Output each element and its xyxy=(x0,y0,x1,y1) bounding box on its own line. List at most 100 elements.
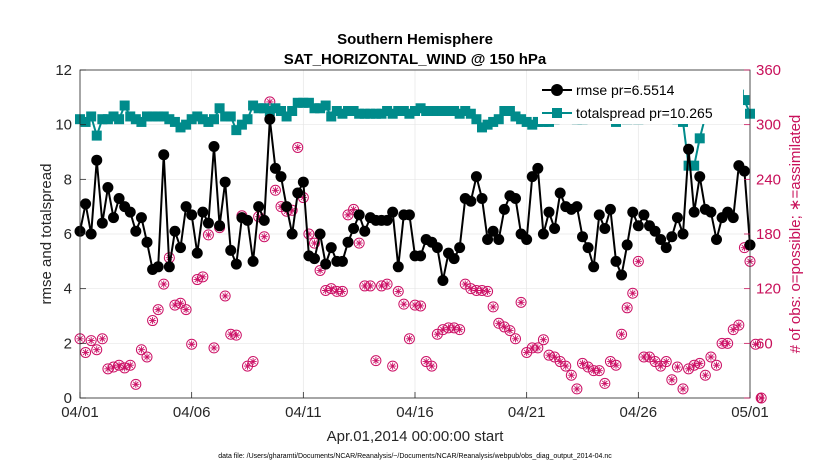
footnote: data file: /Users/gharamti/Documents/NCA… xyxy=(218,453,612,460)
assimilated-point-97 xyxy=(617,330,626,338)
assimilated-point-32 xyxy=(255,213,263,221)
assimilated-point-12 xyxy=(143,353,151,361)
assimilated-point-44 xyxy=(322,286,330,295)
assimilated-point-31 xyxy=(249,357,257,366)
rmse-point-45 xyxy=(325,242,337,254)
totalspread-point-15 xyxy=(158,111,169,122)
assimilated-point-87 xyxy=(562,362,570,370)
rmse-point-114 xyxy=(711,233,722,245)
possible-point-68 xyxy=(454,324,466,336)
possible-point-111 xyxy=(694,357,706,369)
possible-point-65 xyxy=(437,324,449,336)
totalspread-point-50 xyxy=(354,108,365,119)
totalspread-point-1 xyxy=(80,116,91,127)
assimilated-point-24 xyxy=(210,344,218,352)
totalspread-point-110 xyxy=(689,160,700,171)
y-tick-label-left-1: 2 xyxy=(64,335,72,352)
assimilated-point-42 xyxy=(310,239,319,247)
rmse-point-97 xyxy=(616,269,628,281)
assimilated-point-20 xyxy=(188,340,196,348)
possible-point-11 xyxy=(135,344,147,356)
rmse-point-20 xyxy=(186,209,198,221)
totalspread-point-44 xyxy=(320,100,331,111)
possible-point-54 xyxy=(376,280,387,292)
y-tick-label-left-4: 8 xyxy=(64,171,72,188)
series-assimilated xyxy=(76,98,765,402)
rmse-point-26 xyxy=(219,176,231,188)
totalspread-point-74 xyxy=(488,116,499,127)
assimilated-point-121 xyxy=(751,340,760,348)
rmse-point-7 xyxy=(113,192,125,204)
assimilated-point-63 xyxy=(428,362,436,370)
assimilated-point-108 xyxy=(679,385,687,393)
rmse-point-3 xyxy=(91,154,103,166)
assimilated-point-62 xyxy=(422,357,430,366)
totalspread-point-79 xyxy=(516,114,527,125)
assimilated-point-73 xyxy=(483,287,492,295)
rmse-point-19 xyxy=(180,201,192,213)
assimilated-point-83 xyxy=(539,336,548,344)
possible-point-78 xyxy=(510,333,521,345)
rmse-point-74 xyxy=(487,225,499,237)
rmse-point-37 xyxy=(281,201,293,213)
assimilated-point-34 xyxy=(266,98,274,106)
rmse-point-56 xyxy=(387,206,399,218)
assimilated-point-28 xyxy=(232,331,240,339)
y-tick-label-left-5: 10 xyxy=(55,117,72,134)
assimilated-point-104 xyxy=(657,362,665,370)
assimilated-point-76 xyxy=(500,323,508,331)
assimilated-point-78 xyxy=(511,335,520,343)
totalspread-point-57 xyxy=(393,106,404,116)
possible-point-113 xyxy=(705,351,717,363)
assimilated-point-66 xyxy=(444,324,453,332)
assimilated-point-70 xyxy=(467,285,475,293)
possible-point-19 xyxy=(180,304,192,316)
rmse-point-85 xyxy=(549,223,561,235)
assimilated-point-9 xyxy=(126,361,134,369)
totalspread-point-69 xyxy=(460,106,471,116)
series-rmse xyxy=(74,113,756,286)
totalspread-point-31 xyxy=(248,100,259,111)
rmse-point-21 xyxy=(191,247,203,259)
possible-point-99 xyxy=(627,287,639,299)
rmse-point-64 xyxy=(431,242,443,254)
assimilated-point-68 xyxy=(456,326,464,334)
y-tick-label-left-6: 12 xyxy=(55,62,72,79)
totalspread-point-22 xyxy=(197,114,208,125)
possible-point-122 xyxy=(755,392,767,404)
rmse-point-5 xyxy=(102,182,114,194)
rmse-point-81 xyxy=(526,171,538,183)
possible-point-18 xyxy=(175,297,186,309)
possible-point-87 xyxy=(560,360,572,372)
totalspread-point-55 xyxy=(382,106,393,116)
x-axis-label: Apr.01,2014 00:00:00 start xyxy=(327,428,505,445)
possible-point-96 xyxy=(610,359,622,371)
assimilated-point-43 xyxy=(316,266,324,275)
assimilated-point-49 xyxy=(349,205,358,213)
assimilated-point-77 xyxy=(506,326,514,335)
assimilated-point-102 xyxy=(645,353,654,361)
assimilated-point-101 xyxy=(640,353,648,361)
totalspread-point-64 xyxy=(432,106,443,116)
assimilated-point-21 xyxy=(193,275,201,284)
rmse-point-9 xyxy=(124,206,136,218)
y-tick-label-right-0: 0 xyxy=(756,390,764,407)
rmse-point-90 xyxy=(577,231,588,243)
legend: rmse pr=6.5514 totalspread pr=10.265 xyxy=(538,80,743,124)
possible-point-13 xyxy=(147,315,159,327)
totalspread-point-65 xyxy=(437,106,448,116)
possible-point-118 xyxy=(733,319,745,331)
y-axis-label-left: rmse and totalspread xyxy=(38,164,55,305)
x-tick-label-1: 04/06 xyxy=(173,404,211,421)
totalspread-point-42 xyxy=(309,103,320,114)
possible-point-33 xyxy=(258,231,270,243)
x-tick-label-2: 04/11 xyxy=(285,404,321,421)
totalspread-point-3 xyxy=(91,130,102,141)
rmse-point-12 xyxy=(141,236,153,248)
rmse-point-24 xyxy=(208,141,220,153)
y-tick-label-right-5: 300 xyxy=(756,117,781,134)
totalspread-point-18 xyxy=(175,122,186,133)
possible-point-35 xyxy=(269,184,281,196)
totalspread-point-8 xyxy=(119,100,130,111)
possible-point-108 xyxy=(677,383,689,395)
